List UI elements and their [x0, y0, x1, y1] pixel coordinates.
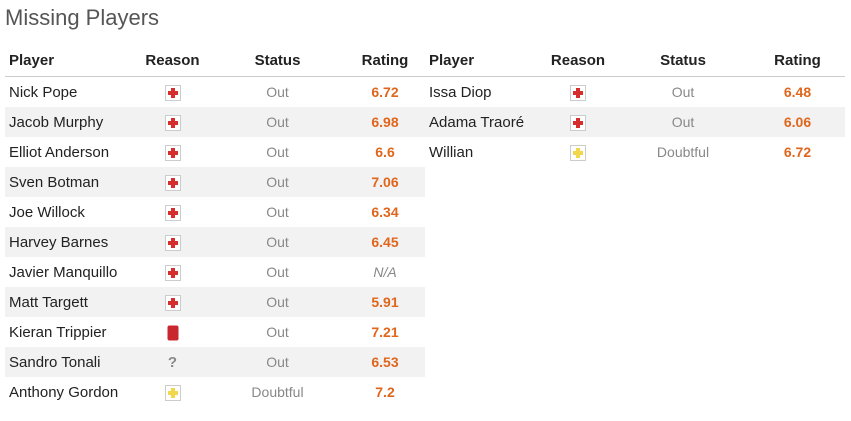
doubtful-icon — [570, 144, 586, 161]
player-name: Javier Manquillo — [9, 263, 118, 281]
reason — [135, 287, 210, 317]
status: Out — [266, 144, 289, 160]
player-row: Anthony Gordon Doubtful 7.2 — [5, 377, 425, 407]
status: Out — [671, 84, 695, 100]
injury-icon — [164, 174, 181, 191]
column-header: Status — [616, 44, 750, 77]
player-name: Jacob Murphy — [5, 107, 135, 137]
player-row: Kieran Trippier Out 7.21 — [5, 317, 425, 347]
player-row: Adama Traoré Out 6.06 — [425, 107, 845, 137]
column-header: Rating — [750, 44, 845, 77]
player-name: Elliot Anderson — [9, 143, 110, 161]
injury-icon — [164, 204, 181, 221]
status: Out — [616, 107, 750, 137]
player-name: Matt Targett — [5, 287, 135, 317]
column-header: Rating — [345, 44, 425, 77]
column-header: Player — [425, 44, 540, 77]
status: Out — [210, 167, 345, 197]
status: Out — [266, 204, 289, 220]
reason: ? — [135, 347, 210, 377]
rating: 5.91 — [345, 287, 425, 317]
column-header: Reason — [540, 44, 616, 77]
reason — [540, 77, 616, 108]
rating: 6.72 — [783, 144, 812, 160]
rating: 6.53 — [345, 347, 425, 377]
player-row: Nick Pope Out 6.72 — [5, 77, 425, 108]
rating: 7.06 — [345, 167, 425, 197]
reason — [135, 377, 210, 407]
player-row: Harvey Barnes Out 6.45 — [5, 227, 425, 257]
player-row: Matt Targett Out 5.91 — [5, 287, 425, 317]
status: Out — [210, 287, 345, 317]
column-header: Player — [5, 44, 135, 77]
doubtful-icon — [164, 384, 181, 401]
player-name: Adama Traoré — [425, 107, 540, 137]
status: Doubtful — [656, 144, 710, 160]
rating: 7.2 — [375, 384, 395, 400]
reason — [135, 107, 210, 137]
player-row: Jacob Murphy Out 6.98 — [5, 107, 425, 137]
injury-icon — [570, 84, 586, 101]
column-header: Status — [210, 44, 345, 77]
reason — [135, 257, 210, 287]
column-header: Reason — [135, 44, 210, 77]
player-name: Issa Diop — [429, 83, 492, 101]
title: Missing Players — [5, 5, 160, 30]
player-row: Issa Diop Out 6.48 — [425, 77, 845, 108]
reason — [135, 197, 210, 227]
header-row: Player Reason Status Rating — [5, 44, 425, 77]
rating: 6.45 — [345, 227, 425, 257]
reason — [135, 167, 210, 197]
player-row: Willian Doubtful 6.72 — [425, 137, 845, 167]
red-card-icon — [167, 325, 178, 341]
rating: 6.06 — [750, 107, 845, 137]
reason — [135, 317, 210, 347]
rating: 6.98 — [345, 107, 425, 137]
reason — [135, 77, 210, 108]
injury-icon — [164, 84, 181, 101]
player-name: Kieran Trippier — [9, 323, 107, 341]
left-table: Player Reason Status Rating Nick Pope Out 6.72… — [5, 44, 425, 407]
player-name: Joe Willock — [9, 203, 85, 221]
rating: 6.34 — [371, 204, 399, 220]
rating: 6.6 — [375, 144, 395, 160]
reason — [540, 107, 616, 137]
status: Out — [266, 84, 289, 100]
player-row: Joe Willock Out 6.34 — [5, 197, 425, 227]
player-row: Javier Manquillo Out N/A — [5, 257, 425, 287]
rating: 6.48 — [783, 84, 812, 100]
player-name: Nick Pope — [9, 83, 78, 101]
injury-icon — [164, 234, 181, 251]
status: Out — [210, 227, 345, 257]
header-row: Player Reason Status Rating — [425, 44, 845, 77]
player-name: Anthony Gordon — [9, 383, 119, 401]
injury-icon — [164, 144, 181, 161]
rating: N/A — [373, 264, 397, 280]
player-row: Elliot Anderson Out 6.6 — [5, 137, 425, 167]
rating: 6.72 — [371, 84, 399, 100]
player-row: Sven Botman Out 7.06 — [5, 167, 425, 197]
status: Out — [210, 347, 345, 377]
reason — [135, 227, 210, 257]
injury-icon — [164, 294, 181, 311]
rating: 7.21 — [371, 324, 399, 340]
injury-icon — [164, 114, 181, 131]
reason — [135, 137, 210, 167]
status: Out — [266, 264, 289, 280]
player-name: Sven Botman — [5, 167, 135, 197]
status: Doubtful — [251, 384, 304, 400]
injury-icon — [164, 264, 181, 281]
player-name: Willian — [429, 143, 474, 161]
player-name: Sandro Tonali — [5, 347, 135, 377]
injury-icon — [570, 114, 586, 131]
reason — [540, 137, 616, 167]
status: Out — [210, 107, 345, 137]
right-table: Player Reason Status Rating Issa Diop Out 6.48… — [425, 44, 845, 167]
status: Out — [266, 324, 289, 340]
player-name: Harvey Barnes — [5, 227, 135, 257]
player-row: Sandro Tonali? Out 6.53 — [5, 347, 425, 377]
